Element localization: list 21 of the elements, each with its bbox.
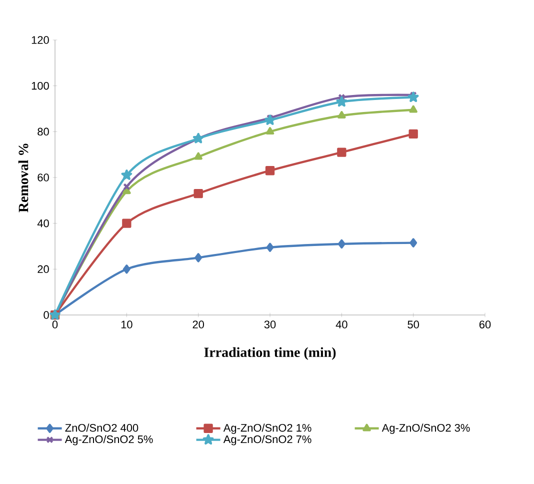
- y-tick-label: 0: [44, 311, 49, 319]
- x-axis-title: Irradiation time (min): [204, 347, 336, 360]
- x-tick-label: 60: [479, 320, 491, 328]
- y-tick-label: 60: [38, 174, 49, 182]
- x-tick-label: 50: [408, 320, 419, 328]
- y-tick-label: 80: [38, 128, 49, 136]
- y-tick-label: 20: [38, 265, 49, 274]
- x-tick-label: 10: [121, 320, 132, 328]
- y-tick-label: 40: [37, 219, 49, 228]
- y-axis-title: Removal %: [18, 144, 28, 212]
- y-tick-label: 100: [32, 82, 49, 90]
- y-tick-label: 120: [32, 36, 49, 44]
- legend-label: Ag-ZnO/SnO2 1%: [223, 424, 312, 434]
- x-tick-label: 30: [264, 320, 276, 328]
- x-tick-label: 40: [336, 320, 348, 328]
- x-tick-label: 0: [52, 320, 58, 328]
- x-tick-label: 20: [192, 320, 204, 328]
- legend-label: Ag-ZnO/SnO2 7%: [223, 435, 312, 446]
- legend-label: Ag-ZnO/SnO2 3%: [382, 424, 470, 434]
- legend-label: ZnO/SnO2 400: [65, 424, 138, 432]
- legend-label: Ag-ZnO/SnO2 5%: [64, 435, 153, 446]
